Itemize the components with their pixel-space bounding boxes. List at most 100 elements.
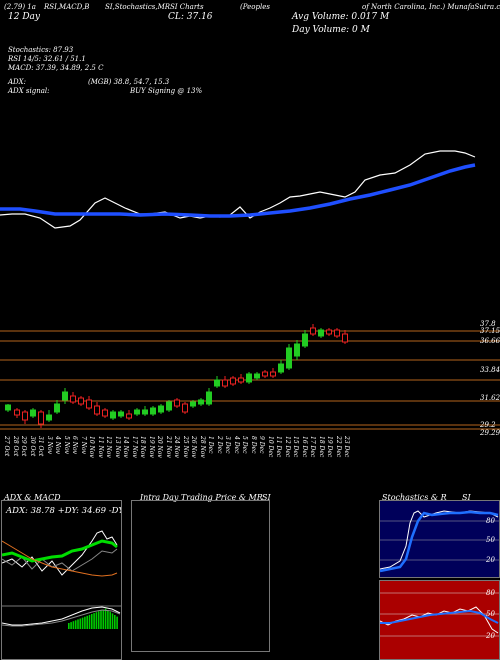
stochastics-panel: 80 50 20 [379, 500, 500, 578]
rsi-readout: RSI 14/5: 32.61 / 51.1 [8, 55, 86, 63]
date-label: 14 Nov [122, 436, 129, 458]
date-label: 23 Dec [343, 436, 350, 458]
candle-body [70, 395, 76, 403]
candle-body [342, 333, 348, 343]
moving-average-line [0, 163, 476, 218]
macd-bar [74, 620, 77, 629]
level-label-1: 37.8 [480, 320, 496, 328]
date-label: 4 Dec [232, 436, 240, 454]
date-label: 19 Dec [326, 436, 333, 458]
stoch-d-line [380, 510, 499, 573]
adx-signal-label: ADX signal: [8, 87, 50, 95]
candle-body [142, 409, 148, 415]
candle-body [206, 391, 212, 405]
candle-body [222, 379, 228, 387]
macd-bar [100, 610, 102, 629]
macd-bar [109, 611, 111, 629]
adx-panel: ADX: 38.78 +DY: 34.69 -DY: 15.31 [1, 500, 122, 660]
rsi-smooth-line [380, 609, 499, 624]
candlestick-chart [0, 324, 500, 430]
candle-body [294, 343, 300, 357]
header-seg-1: (2.79) 1a [4, 3, 36, 11]
macd-bar [91, 614, 93, 629]
candle-body [118, 411, 124, 417]
rsi-chart [380, 592, 499, 637]
level-label-2: 37.15 [480, 327, 500, 335]
date-label: 3 Dec [224, 436, 231, 454]
level-label-7: 29.29 [480, 429, 500, 437]
candle-body [166, 401, 172, 411]
candle-body [38, 411, 44, 425]
level-label-3: 36.66 [480, 337, 500, 345]
candle-body [102, 409, 108, 417]
candle-body [5, 404, 11, 411]
stoch-level-20: 20 [486, 556, 495, 564]
intraday-panel-title-suffix: SI [262, 493, 271, 502]
date-label: 4 Nov [54, 436, 61, 454]
stoch-panel-title: Stochastics & R [382, 493, 447, 502]
header-seg-3: SI,Stochastics,MR [105, 3, 171, 11]
macd-line [2, 606, 121, 626]
rsi-level-20: 20 [486, 632, 495, 640]
date-label: 6 Nov [71, 436, 78, 454]
adx-minus-line [2, 548, 118, 572]
header-seg-2: RSI,MACD,B [44, 3, 90, 11]
candle-body [310, 327, 316, 335]
date-label: 13 Nov [113, 436, 121, 458]
candle-body [326, 329, 332, 335]
date-label: 18 Nov [139, 436, 146, 458]
date-label: 15 Dec [292, 436, 299, 458]
macd-bar [72, 621, 75, 629]
rsi-panel: 80 50 20 [379, 580, 500, 660]
adx-readout: ADX: 38.78 +DY: 34.69 -DY: 15.31 [5, 506, 121, 516]
candle-body [94, 405, 100, 415]
macd-bar [93, 613, 95, 629]
date-label: 18 Dec [317, 436, 325, 458]
macd-bar [70, 622, 72, 629]
macd-bar [84, 616, 86, 629]
date-label: 12 Nov [105, 436, 112, 458]
date-label: 29 Oct [20, 436, 27, 457]
date-label: 21 Nov [164, 436, 172, 458]
rsi-level-80: 80 [486, 589, 495, 597]
macd-bar [97, 611, 100, 629]
macd-bar [107, 610, 109, 629]
candle-body [78, 397, 84, 405]
candle-body [270, 371, 276, 377]
date-label: 31 Oct [37, 436, 44, 457]
date-label: 10 Dec [266, 436, 274, 458]
macd-bar [68, 623, 70, 629]
header-seg-6: of North Carolina, Inc.) MunafaSutra.com [362, 3, 500, 11]
stoch-level-50: 50 [486, 536, 495, 544]
date-label: 26 Nov [190, 436, 197, 458]
date-label: 11 Dec [275, 436, 282, 458]
candle-body [110, 411, 116, 419]
level-label-4: 33.84 [480, 366, 500, 374]
date-label: 17 Dec [309, 436, 316, 458]
date-label: 28 Oct [11, 436, 19, 457]
adx-green-line [2, 539, 118, 563]
macd-bar [114, 615, 116, 629]
date-label: 11 Nov [96, 436, 104, 458]
date-label: 10 Nov [88, 436, 95, 458]
macd-readout: MACD: 37.39, 34.89, 2.5 C [8, 64, 104, 72]
candle-body [126, 413, 132, 419]
candle-body [86, 399, 92, 409]
candle-body [254, 373, 260, 379]
date-label: 5 Nov [62, 436, 70, 454]
macd-bar [111, 613, 114, 629]
candle-body [334, 329, 340, 337]
candle-body [262, 371, 268, 377]
avg-volume: Avg Volume: 0.017 M [292, 12, 390, 22]
candle-body [22, 411, 28, 421]
date-label: 16 Dec [300, 436, 308, 458]
date-label: 9 Dec [258, 436, 265, 454]
candle-body [54, 403, 60, 413]
macd-bar [77, 619, 79, 629]
date-label: 20 Nov [156, 436, 163, 458]
date-label: 12 Dec [283, 436, 291, 458]
date-label: 7 Nov [79, 436, 87, 454]
rsi-level-50: 50 [486, 610, 495, 618]
date-label: 25 Nov [181, 436, 189, 458]
candle-body [182, 403, 188, 413]
